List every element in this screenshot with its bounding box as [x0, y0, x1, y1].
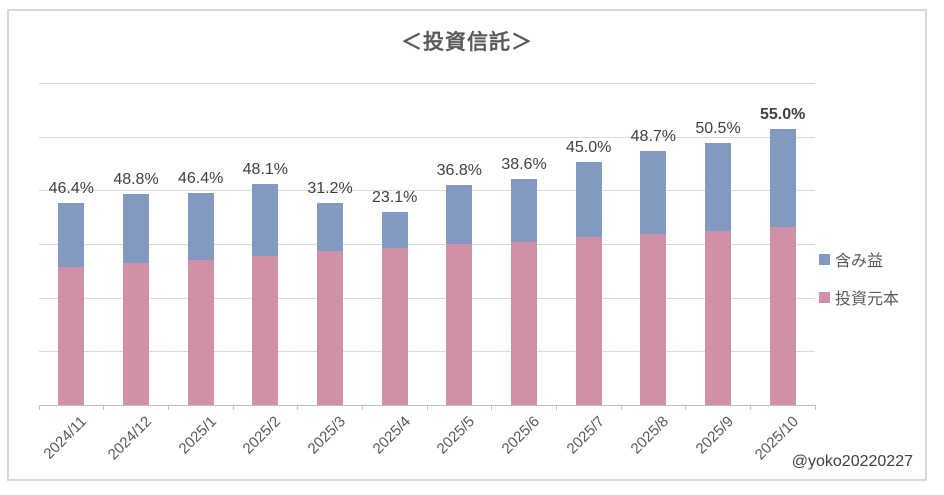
- x-axis-label: 2025/5: [433, 413, 479, 458]
- legend-item-gain: 含み益: [819, 247, 899, 271]
- bar-value-label: 48.8%: [113, 171, 159, 189]
- bar-2025-8: [640, 150, 667, 405]
- bar-value-label: 50.5%: [695, 119, 741, 137]
- x-axis-label: 2024/12: [104, 413, 156, 464]
- bar-value-label: 45.0%: [565, 138, 612, 156]
- x-axis-tick: [685, 405, 687, 410]
- x-axis-tick: [232, 405, 234, 410]
- legend: 含み益 投資元本: [819, 247, 899, 323]
- bar-2025-7: [575, 161, 602, 405]
- bar-2025-1: [187, 192, 214, 405]
- bar-2025-9: [705, 142, 731, 405]
- x-axis-tick: [167, 405, 169, 410]
- bar-value-label: 46.4%: [177, 169, 224, 187]
- bar-segment-gain: [511, 178, 537, 242]
- bar-segment-principal: [252, 255, 279, 405]
- x-axis-label: 2025/4: [369, 413, 414, 458]
- chart-frame: ＜投資信託＞ 46.4% 2024/11 48.8% 2024/12 46.4% 2025…: [7, 9, 927, 481]
- bar-segment-gain: [381, 212, 408, 249]
- x-axis-tick: [749, 405, 751, 410]
- bar-2024-11: [58, 203, 85, 405]
- bar-segment-principal: [187, 260, 214, 405]
- x-axis-label: 2025/8: [627, 413, 673, 458]
- bar-value-label: 36.8%: [436, 161, 483, 179]
- bar-segment-gain: [317, 203, 343, 252]
- legend-swatch-principal-icon: [819, 291, 830, 303]
- x-axis-label: 2025/7: [563, 413, 608, 458]
- bar-2025-6: [511, 178, 537, 405]
- legend-swatch-gain-icon: [819, 253, 830, 265]
- x-axis-label: 2025/6: [498, 413, 544, 458]
- x-axis-label: 2025/1: [175, 413, 220, 458]
- bar-segment-gain: [123, 194, 149, 264]
- bar-segment-gain: [58, 203, 85, 268]
- bar-value-label: 38.6%: [501, 155, 547, 173]
- gridline: [39, 351, 815, 353]
- bar-segment-principal: [575, 237, 602, 405]
- x-axis-tick: [620, 405, 622, 410]
- bar-segment-gain: [705, 142, 731, 231]
- bar-value-label: 31.2%: [307, 180, 353, 198]
- bar-2025-5: [446, 184, 473, 405]
- bar-segment-gain: [769, 129, 796, 228]
- plot-area: 46.4% 2024/11 48.8% 2024/12 46.4% 2025/1 48.1%…: [38, 83, 816, 463]
- bar-segment-principal: [317, 251, 343, 405]
- legend-label-gain: 含み益: [835, 253, 884, 270]
- bar-segment-principal: [381, 248, 408, 405]
- legend-item-principal: 投資元本: [819, 285, 899, 309]
- bar-segment-gain: [252, 183, 279, 256]
- bar-segment-gain: [187, 192, 214, 261]
- bar-segment-principal: [123, 263, 149, 405]
- bar-value-label: 46.4%: [48, 180, 95, 198]
- watermark: @yoko20220227: [791, 453, 913, 470]
- bar-segment-principal: [511, 241, 537, 405]
- gridline: [39, 83, 815, 84]
- x-axis-label: 2025/2: [239, 413, 285, 458]
- bar-value-label: 48.7%: [630, 127, 677, 145]
- x-axis-label: 2025/3: [304, 413, 350, 458]
- x-axis-tick: [426, 405, 428, 410]
- bar-2025-2: [252, 183, 279, 405]
- x-axis-tick: [297, 405, 299, 410]
- x-axis-tick: [814, 405, 816, 410]
- bar-value-label: 55.0%: [759, 106, 806, 124]
- bar-2025-10: [769, 129, 796, 405]
- bar-segment-principal: [58, 267, 85, 405]
- bar-segment-gain: [446, 184, 473, 244]
- x-axis-tick: [555, 405, 557, 410]
- x-axis-label: 2025/9: [692, 413, 738, 458]
- x-axis-tick: [103, 405, 105, 410]
- x-axis-tick: [38, 405, 40, 410]
- bar-segment-principal: [640, 234, 667, 405]
- x-axis-tick: [361, 405, 363, 410]
- bar-2025-4: [381, 212, 408, 405]
- legend-label-principal: 投資元本: [835, 291, 900, 308]
- bar-segment-gain: [640, 150, 667, 235]
- bar-segment-principal: [446, 244, 473, 405]
- bar-segment-principal: [769, 227, 796, 405]
- bar-2025-3: [317, 203, 343, 405]
- gridline: [39, 297, 815, 299]
- x-axis-label: 2024/11: [40, 413, 91, 463]
- chart-title: ＜投資信託＞: [401, 31, 533, 54]
- gridline: [39, 190, 815, 192]
- gridline: [39, 136, 815, 138]
- bar-2024-12: [123, 194, 149, 405]
- bar-value-label: 23.1%: [371, 189, 418, 207]
- bar-segment-principal: [705, 230, 731, 405]
- bar-segment-gain: [575, 161, 602, 238]
- x-axis-tick: [491, 405, 493, 410]
- gridline: [39, 244, 815, 245]
- bar-value-label: 48.1%: [242, 160, 289, 178]
